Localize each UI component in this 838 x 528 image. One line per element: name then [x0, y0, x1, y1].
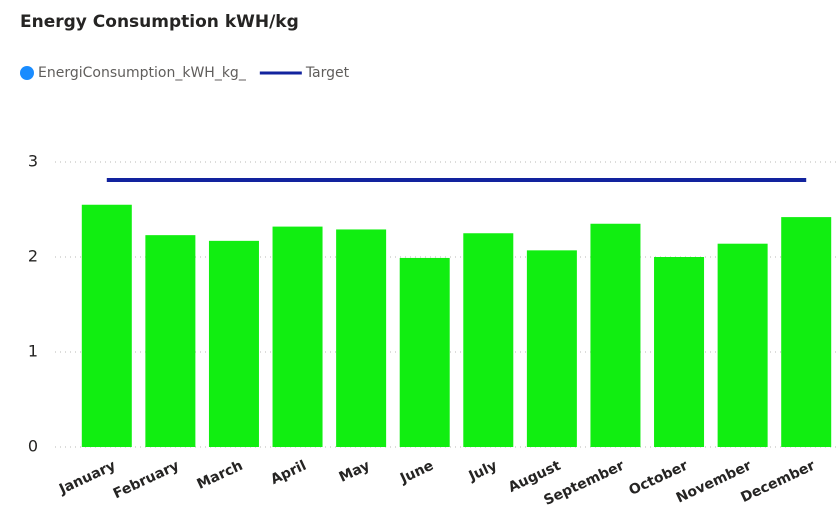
chart-title: Energy Consumption kWH/kg — [20, 12, 299, 32]
bar — [463, 233, 514, 447]
bar — [81, 204, 132, 447]
x-tick-label: July — [466, 458, 500, 485]
y-tick-label: 1 — [28, 342, 38, 361]
bar — [590, 223, 641, 447]
y-tick-label: 2 — [28, 247, 38, 266]
y-tick-label: 0 — [28, 437, 38, 456]
bar — [654, 257, 705, 447]
legend-label: EnergiConsumption_kWH_kg_ — [38, 65, 247, 81]
bar — [336, 229, 387, 447]
x-tick-label: February — [111, 458, 182, 502]
bar — [145, 235, 196, 447]
legend-label: Target — [305, 65, 350, 81]
bar — [717, 243, 768, 447]
bar — [781, 217, 832, 447]
x-tick-label: January — [56, 458, 118, 498]
x-tick-label: June — [397, 458, 436, 488]
bar — [526, 250, 577, 447]
bar — [208, 240, 259, 447]
bar — [399, 257, 450, 447]
x-tick-label: April — [268, 458, 309, 488]
legend-marker — [20, 66, 34, 80]
bar — [272, 226, 323, 447]
x-tick-label: May — [337, 458, 373, 486]
y-tick-label: 3 — [28, 152, 38, 171]
x-tick-label: March — [195, 458, 246, 493]
